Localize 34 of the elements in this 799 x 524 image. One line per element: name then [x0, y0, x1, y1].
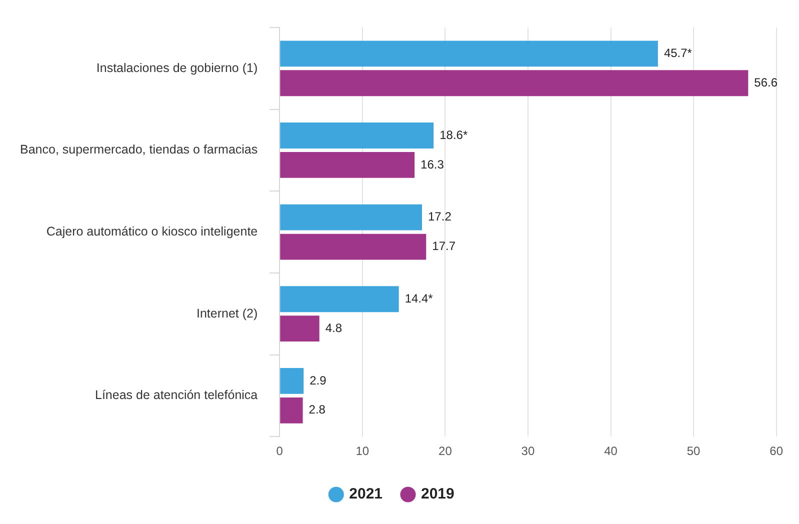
- data-label: 17.7: [432, 239, 456, 254]
- legend-label: 2021: [349, 486, 383, 503]
- x-tick-label: 0: [276, 444, 284, 458]
- bar: [280, 397, 303, 424]
- bar: [280, 234, 426, 260]
- x-tick-label: 30: [521, 444, 535, 458]
- x-tick-label: 50: [686, 444, 701, 458]
- data-label: 56.6: [754, 75, 778, 90]
- y-tick-label: Instalaciones de gobierno (1): [96, 60, 258, 75]
- bar: [280, 70, 748, 96]
- data-label: 16.3: [420, 157, 444, 172]
- bar: [280, 368, 304, 394]
- x-tick-label: 40: [604, 444, 618, 458]
- data-label: 45.7*: [664, 46, 692, 60]
- data-label: 17.2: [428, 210, 452, 224]
- x-tick-label: 60: [770, 444, 784, 458]
- x-tick-label: 10: [356, 444, 370, 458]
- data-label: 2.9: [310, 373, 327, 388]
- data-label: 18.6*: [440, 128, 468, 142]
- bar: [280, 316, 320, 342]
- y-tick-label: Cajero automático o kiosco inteligente: [46, 224, 258, 239]
- y-tick-label: Internet (2): [196, 306, 258, 320]
- bar: [280, 122, 434, 148]
- bar: [280, 204, 422, 230]
- bar: [280, 40, 658, 67]
- bar: [280, 286, 399, 312]
- data-label: 4.8: [325, 320, 342, 335]
- y-tick-label: Banco, supermercado, tiendas o farmacias: [20, 142, 258, 157]
- data-label: 14.4*: [404, 291, 434, 306]
- legend-label: 2019: [421, 486, 454, 503]
- bar: [280, 152, 415, 178]
- data-label: 2.8: [308, 402, 326, 417]
- x-tick-label: 20: [438, 444, 452, 458]
- y-tick-label: Líneas de atención telefónica: [94, 388, 258, 402]
